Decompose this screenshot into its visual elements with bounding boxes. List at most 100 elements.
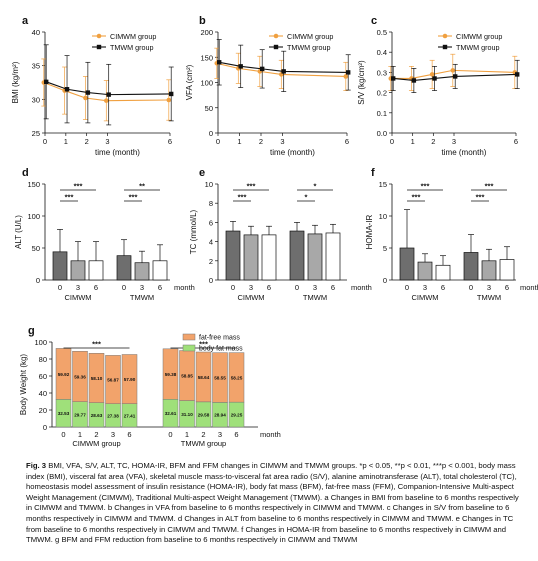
x-tick-label: 0 (216, 137, 220, 146)
legend-marker (442, 44, 448, 50)
x-tick-label: 6 (94, 283, 98, 292)
legend-label: fat-free mass (199, 335, 240, 342)
data-label: 56.87 (107, 378, 119, 383)
y-tick-label: 8 (209, 199, 213, 208)
x-tick-label: 6 (234, 430, 238, 439)
bar (52, 251, 68, 281)
significance-label: *** (476, 193, 485, 202)
data-label: 58.85 (181, 374, 193, 379)
legend-label: CIMWM group (110, 32, 156, 41)
bar (116, 255, 132, 281)
bar (88, 260, 104, 281)
y-tick-label: 30 (32, 95, 40, 104)
y-tick-label: 100 (200, 79, 213, 88)
significance-label: * (314, 182, 317, 191)
data-point (450, 68, 456, 73)
x-tick-label: 1 (64, 137, 68, 146)
bar-fat-free (121, 354, 138, 404)
x-axis-label: month (351, 283, 372, 292)
significance-label: *** (421, 182, 430, 191)
panel-f: 051015HOMA-IRf036CIMWM036TMWMmonth******… (365, 167, 538, 302)
significance-label: * (305, 193, 308, 202)
x-tick-label: 3 (423, 283, 427, 292)
x-tick-label: 0 (61, 430, 65, 439)
data-label: 28.63 (91, 413, 103, 418)
y-tick-label: 25 (32, 129, 40, 138)
y-tick-label: 100 (34, 338, 47, 347)
data-point (260, 66, 265, 72)
x-axis-label: month (520, 283, 538, 292)
y-tick-label: 50 (205, 104, 213, 113)
group-label: CIMWM group (72, 439, 120, 448)
x-tick-label: 2 (259, 137, 263, 146)
significance-label: *** (247, 182, 256, 191)
panel-label: b (199, 15, 206, 27)
legend-label: TMWM group (456, 43, 500, 52)
group-label: CIMWM (237, 293, 264, 302)
x-tick-label: 3 (249, 283, 253, 292)
legend-swatch (182, 344, 196, 352)
y-tick-label: 200 (200, 28, 213, 37)
y-tick-label: 0.0 (377, 129, 387, 138)
x-axis-label: month (260, 430, 281, 439)
x-tick-label: 3 (111, 430, 115, 439)
bar (289, 230, 305, 281)
data-label: 57.90 (124, 377, 136, 382)
x-tick-label: 0 (43, 137, 47, 146)
y-tick-label: 5 (383, 244, 387, 253)
data-point (346, 70, 351, 75)
x-tick-label: 0 (295, 283, 299, 292)
panel-a: 25 30 35 40 BMI (kg/m²) a 0 1 2 3 6 time (month) CIM… (11, 15, 174, 157)
y-tick-label: 60 (39, 372, 47, 381)
x-tick-label: 6 (331, 283, 335, 292)
bar-fat-free (195, 351, 212, 403)
bar (463, 252, 479, 281)
y-tick-label: 40 (32, 28, 40, 37)
panel-label: a (22, 15, 29, 27)
x-tick-label: 6 (267, 283, 271, 292)
data-point (64, 87, 70, 92)
data-label: 31.10 (181, 412, 193, 417)
bar-fat-free (55, 348, 72, 400)
bar (325, 232, 341, 281)
bar-fat-free (105, 355, 121, 404)
data-label: 59.92 (58, 372, 70, 377)
x-tick-label: 0 (469, 283, 473, 292)
data-label: 59.38 (165, 372, 177, 377)
y-tick-label: 50 (32, 244, 40, 253)
panel-label: e (199, 167, 205, 179)
panel-b: 0 50 100 150 200 VFA (cm²) b 0 1 2 3 6 time (month) C… (185, 15, 351, 157)
group-label: TMWM group (181, 439, 226, 448)
y-tick-label: 0 (383, 276, 387, 285)
panel-label: g (28, 325, 35, 337)
caption-text: BMI, VFA, S/V, ALT, TC, HOMA-IR, BFM and… (26, 461, 519, 545)
x-tick-label: 6 (441, 283, 445, 292)
bar-fat-free (162, 348, 179, 400)
data-label: 58.10 (91, 376, 103, 381)
y-axis-label: ALT (U/L) (14, 215, 23, 249)
panel-label: f (371, 167, 375, 179)
legend-label: CIMWM group (456, 32, 502, 41)
legend-marker (273, 33, 279, 39)
legend-marker (442, 33, 448, 39)
data-label: 58.25 (231, 375, 243, 380)
x-tick-label: 3 (452, 137, 456, 146)
x-tick-label: 6 (345, 137, 349, 146)
group-label: CIMWM (411, 293, 438, 302)
legend-marker (273, 44, 279, 50)
bar (225, 230, 241, 281)
y-tick-label: 80 (39, 355, 47, 364)
data-label: 27.41 (124, 413, 136, 418)
significance-label: *** (238, 193, 247, 202)
x-tick-label: 3 (280, 137, 284, 146)
significance-label: ** (139, 182, 145, 191)
y-tick-label: 10 (379, 212, 387, 221)
x-tick-label: 1 (185, 430, 189, 439)
bar (307, 233, 323, 281)
data-point (106, 92, 111, 97)
y-tick-label: 35 (32, 62, 40, 71)
data-label: 32.61 (165, 411, 177, 416)
x-tick-label: 2 (85, 137, 89, 146)
y-tick-label: 4 (209, 238, 213, 247)
